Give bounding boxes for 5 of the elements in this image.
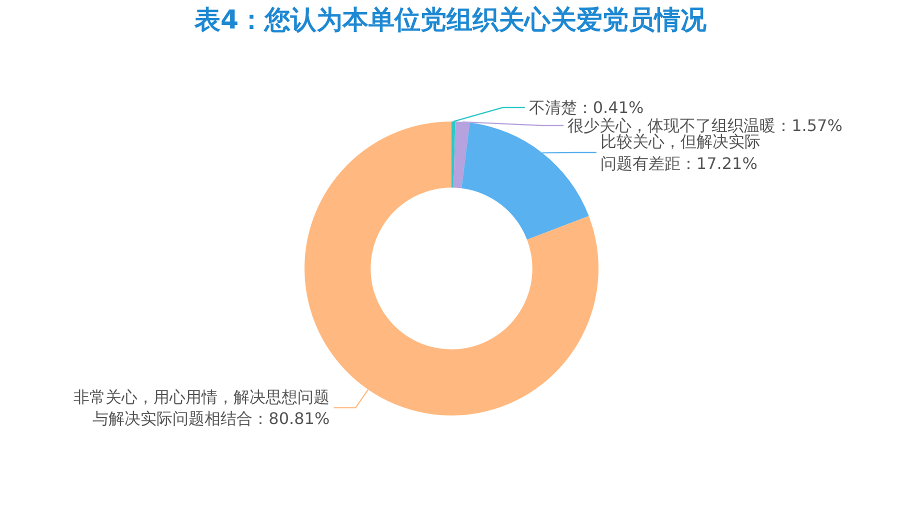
chart-title: 表4：您认为本单位党组织关心关爱党员情况 [193,6,708,36]
slice-label: 不清楚：0.41% [528,98,644,117]
slice-label: 非常关心，用心用情，解决思想问题与解决实际问题相结合：80.81% [74,387,330,428]
slice-label: 比较关心，但解决实际问题有差距：17.21% [600,132,760,173]
slice-label: 很少关心，体现不了组织温暖：1.57% [568,116,842,135]
